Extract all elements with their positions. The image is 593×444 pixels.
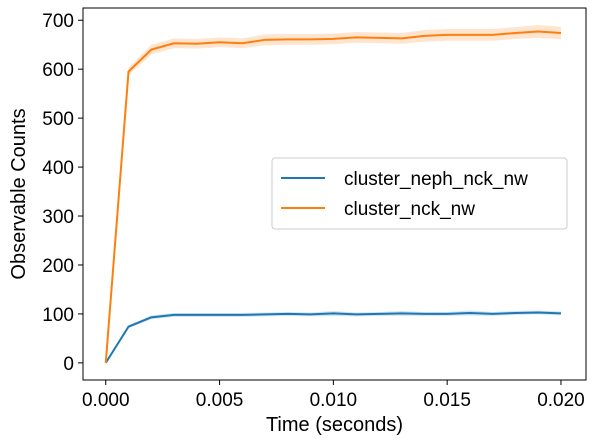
- y-tick-label: 100: [42, 305, 74, 326]
- legend-label-1: cluster_nck_nw: [344, 199, 475, 220]
- series-band-0: [105, 310, 561, 363]
- series-lines: [104, 30, 562, 364]
- series-line-1: [104, 30, 562, 363]
- legend-label-0: cluster_neph_nck_nw: [344, 169, 528, 190]
- x-tick-label: 0.020: [537, 390, 585, 411]
- confidence-bands: [105, 25, 561, 363]
- y-axis-ticks: 0 100 200 300 400 500 600 700: [42, 11, 83, 375]
- legend: cluster_neph_nck_nw cluster_nck_nw: [271, 157, 568, 230]
- x-tick-label: 0.005: [196, 390, 244, 411]
- plot-frame: [82, 7, 587, 381]
- y-tick-label: 700: [42, 11, 74, 32]
- y-axis-title: Observable Counts: [8, 108, 30, 279]
- x-axis-ticks: 0.000 0.005 0.010 0.015 0.020: [82, 380, 585, 411]
- y-tick-label: 600: [42, 60, 74, 81]
- y-tick-label: 0: [63, 354, 74, 375]
- x-axis-title: Time (seconds): [266, 414, 403, 436]
- x-tick-label: 0.000: [82, 390, 130, 411]
- legend-box: [271, 157, 568, 230]
- y-tick-label: 500: [42, 109, 74, 130]
- x-tick-label: 0.015: [423, 390, 471, 411]
- series-line-0: [104, 311, 562, 364]
- y-tick-label: 400: [42, 158, 74, 179]
- y-tick-label: 200: [42, 256, 74, 277]
- x-tick-label: 0.010: [310, 390, 358, 411]
- y-tick-label: 300: [42, 207, 74, 228]
